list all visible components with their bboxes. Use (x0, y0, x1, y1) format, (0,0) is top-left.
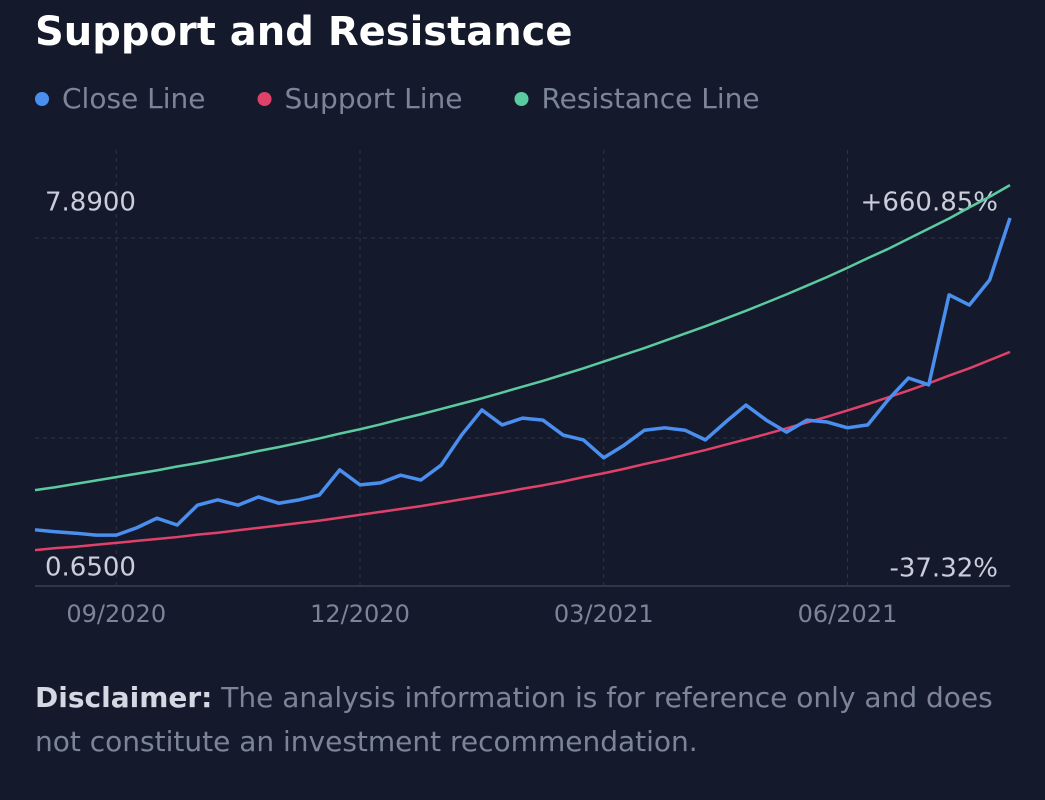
legend-label: Resistance Line (541, 82, 759, 115)
legend-label: Close Line (62, 82, 206, 115)
min-change: -37.32% (889, 554, 998, 584)
max-change: +660.85% (861, 188, 998, 218)
x-tick-label: 12/2020 (310, 600, 410, 628)
disclaimer-label: Disclaimer: (35, 681, 213, 714)
series-line (34, 350, 1011, 552)
disclaimer-text: The analysis information is for referenc… (35, 681, 993, 758)
y-tick-label: 7.8900 (45, 188, 136, 218)
legend-label: Support Line (285, 82, 463, 115)
chart-title: Support and Resistance (35, 9, 573, 55)
x-tick-label: 09/2020 (66, 600, 166, 628)
legend-marker (35, 92, 49, 106)
legend-marker (514, 92, 529, 106)
series-line (34, 184, 1011, 492)
chart: Support and Resistance +660.85% -37.32% … (34, 9, 1012, 628)
legend-marker (257, 92, 272, 106)
x-tick-label: 03/2021 (554, 600, 654, 628)
series-line (34, 217, 1012, 537)
x-tick-label: 06/2021 (798, 600, 898, 628)
y-tick-label: 0.6500 (45, 553, 136, 583)
disclaimer: Disclaimer: The analysis information is … (35, 676, 1020, 764)
